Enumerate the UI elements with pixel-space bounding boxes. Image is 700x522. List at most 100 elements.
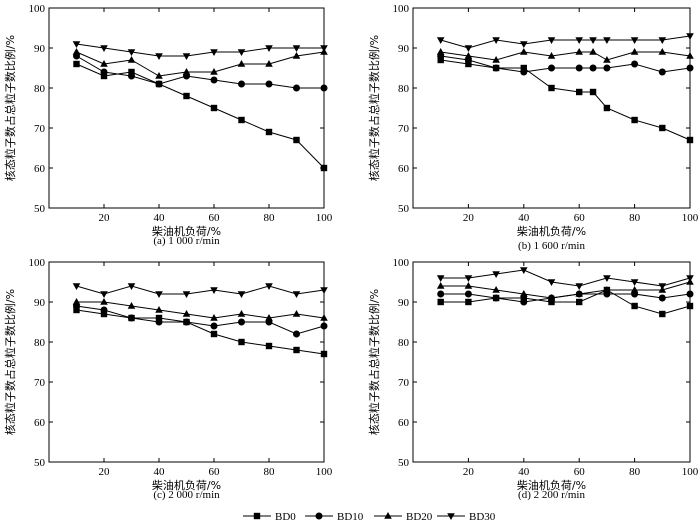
data-point — [492, 37, 500, 44]
data-point — [520, 294, 527, 302]
data-point — [320, 45, 328, 52]
data-point — [437, 290, 445, 298]
data-point — [520, 267, 528, 274]
y-axis-label: 核态粒子数占总粒子数比例/% — [3, 35, 17, 181]
data-point — [100, 45, 108, 52]
data-point — [548, 64, 555, 72]
y-tick-label: 50 — [398, 457, 410, 469]
data-point — [100, 310, 108, 318]
x-axis-label: 柴油机负荷/% — [152, 224, 221, 238]
x-tick-label: 80 — [264, 466, 276, 478]
data-point — [576, 88, 583, 96]
y-tick-label: 70 — [398, 123, 410, 135]
data-point — [237, 310, 246, 317]
data-point — [320, 164, 328, 172]
data-point — [520, 64, 527, 72]
legend-label: BD20 — [406, 511, 433, 522]
series-BD30 — [72, 283, 328, 298]
data-point — [265, 60, 273, 67]
x-tick-label: 80 — [629, 466, 641, 478]
data-point — [100, 291, 108, 298]
series-line — [440, 59, 691, 141]
data-point — [464, 290, 472, 298]
series-line — [76, 51, 325, 77]
data-point — [320, 84, 328, 92]
legend-marker — [253, 512, 261, 520]
data-point — [659, 310, 666, 318]
data-point — [630, 37, 639, 44]
data-point — [73, 60, 80, 68]
legend-marker — [384, 512, 392, 519]
data-point — [548, 298, 555, 306]
data-point — [589, 64, 597, 72]
series-BD30 — [72, 41, 328, 60]
data-point — [436, 282, 445, 289]
y-tick-label: 70 — [34, 123, 46, 135]
x-tick-label: 80 — [629, 212, 641, 224]
data-point — [576, 298, 583, 306]
x-tick-label: 40 — [154, 466, 166, 478]
data-point — [492, 56, 500, 63]
data-point — [575, 283, 583, 290]
data-point — [100, 68, 108, 76]
y-tick-label: 80 — [398, 337, 410, 349]
x-tick-label: 100 — [682, 466, 699, 478]
data-point — [686, 275, 694, 282]
series-BD20 — [72, 48, 328, 79]
x-tick-label: 20 — [463, 466, 475, 478]
panel-caption: (c) 2 000 r/min — [153, 489, 220, 501]
data-point — [293, 136, 300, 144]
series-BD0 — [437, 286, 694, 318]
series-BD10 — [73, 302, 328, 338]
data-point — [547, 294, 556, 301]
series-line — [440, 35, 691, 49]
legend-marker — [447, 513, 455, 520]
data-point — [210, 76, 218, 84]
data-point — [659, 124, 666, 132]
data-point — [465, 60, 472, 68]
data-point — [520, 41, 528, 48]
data-point — [520, 290, 528, 297]
y-tick-label: 60 — [34, 163, 46, 175]
y-tick-label: 70 — [398, 377, 410, 389]
data-point — [547, 37, 556, 44]
x-axis-label: 柴油机负荷/% — [517, 224, 586, 238]
data-point — [437, 56, 444, 64]
data-point — [210, 104, 218, 112]
data-point — [589, 48, 597, 55]
series-BD10 — [73, 52, 328, 92]
panel-caption: (d) 2 200 r/min — [518, 489, 585, 501]
data-point — [464, 282, 473, 289]
y-tick-label: 60 — [34, 417, 46, 429]
data-point — [293, 346, 300, 354]
data-point — [603, 286, 611, 293]
data-point — [155, 306, 163, 313]
y-tick-label: 50 — [34, 457, 46, 469]
y-tick-label: 50 — [398, 203, 410, 215]
data-point — [128, 72, 135, 80]
series-BD20 — [436, 48, 694, 63]
legend-item-BD0: BD0 — [243, 511, 296, 522]
y-tick-label: 80 — [398, 83, 410, 95]
data-point — [127, 56, 136, 63]
data-point — [265, 45, 273, 52]
data-point — [238, 338, 245, 346]
data-point — [210, 314, 218, 321]
data-point — [72, 48, 81, 55]
data-point — [548, 84, 555, 92]
data-point — [128, 314, 135, 322]
y-tick-label: 100 — [393, 257, 410, 269]
data-point — [658, 294, 666, 302]
series-line — [76, 285, 325, 295]
data-point — [100, 298, 108, 305]
y-axis-label: 核态粒子数占总粒子数比例/% — [367, 289, 381, 435]
series-line — [76, 43, 324, 57]
y-tick-label: 80 — [34, 83, 46, 95]
data-point — [320, 287, 328, 294]
data-point — [238, 80, 245, 88]
x-tick-label: 60 — [574, 212, 586, 224]
data-point — [575, 64, 583, 72]
data-point — [686, 64, 694, 72]
data-point — [589, 88, 597, 96]
data-point — [464, 52, 473, 59]
